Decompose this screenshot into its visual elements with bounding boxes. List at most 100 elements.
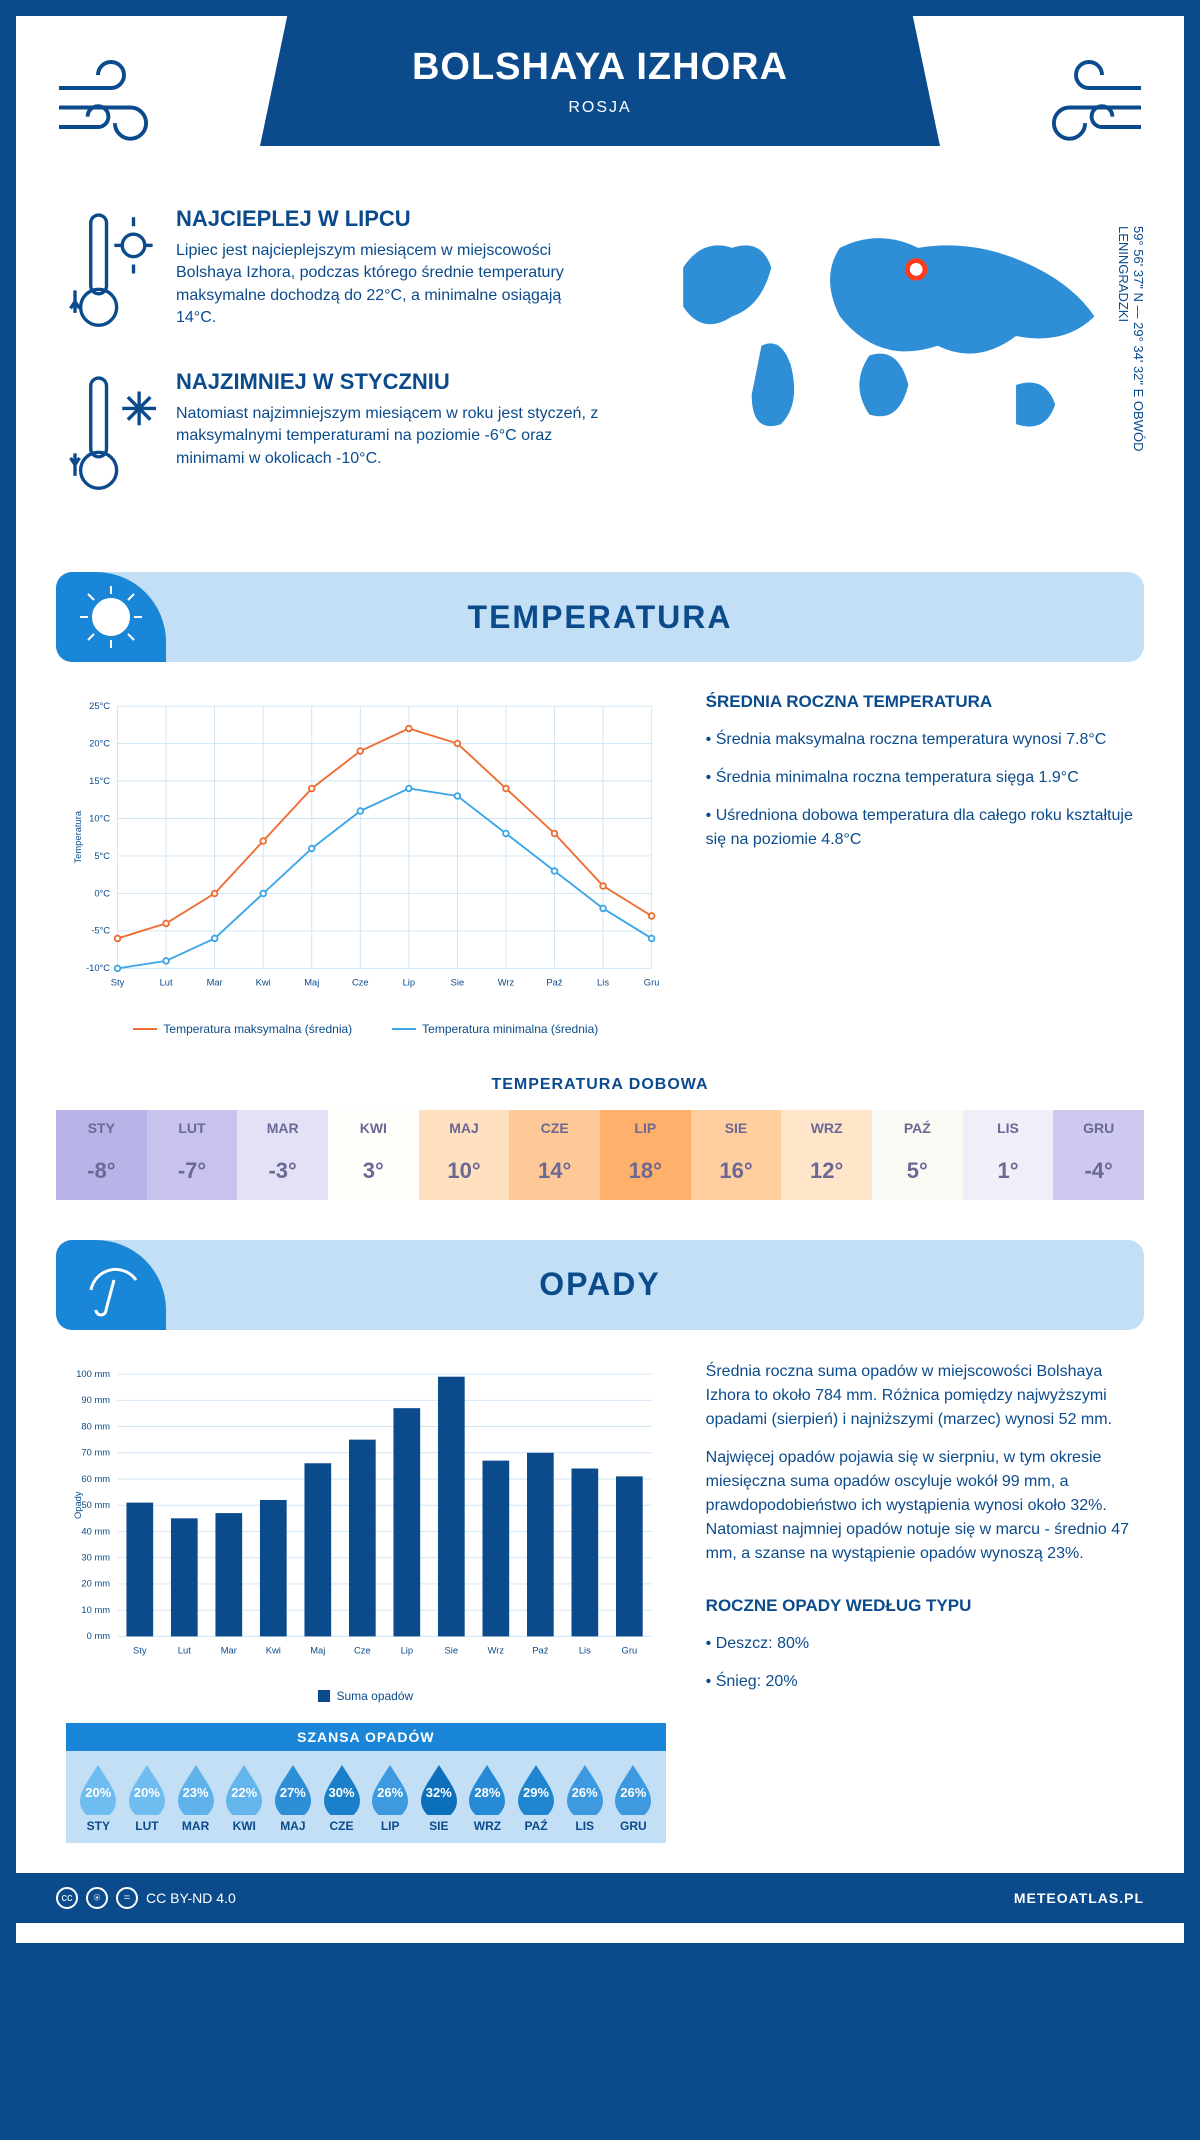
svg-text:5°C: 5°C <box>94 851 110 861</box>
warmest-block: NAJCIEPLEJ W LIPCU Lipiec jest najcieple… <box>66 206 604 341</box>
rain-chance-cell: 20% LUT <box>123 1763 172 1833</box>
rain-legend: Suma opadów <box>66 1689 666 1703</box>
rain-chance-cell: 28% WRZ <box>463 1763 512 1833</box>
svg-text:90 mm: 90 mm <box>81 1395 110 1405</box>
site-name: METEOATLAS.PL <box>1014 1890 1144 1906</box>
rain-chance-cell: 32% SIE <box>414 1763 463 1833</box>
month-cell: SIE16° <box>691 1110 782 1200</box>
rain-chance-cell: 22% KWI <box>220 1763 269 1833</box>
svg-text:Opady: Opady <box>73 1491 83 1519</box>
by-icon: ⍟ <box>86 1887 108 1909</box>
month-cell: LUT-7° <box>147 1110 238 1200</box>
temp-facts-heading: ŚREDNIA ROCZNA TEMPERATURA <box>706 692 1134 712</box>
rain-chance-cell: 30% CZE <box>317 1763 366 1833</box>
month-cell: WRZ12° <box>781 1110 872 1200</box>
svg-text:Lip: Lip <box>403 977 416 987</box>
svg-text:Paź: Paź <box>532 1645 548 1655</box>
thermometer-cold-icon <box>66 369 156 504</box>
svg-text:0°C: 0°C <box>94 888 110 898</box>
svg-text:Lip: Lip <box>401 1645 414 1655</box>
thermometer-hot-icon <box>66 206 156 341</box>
precipitation-facts: Średnia roczna suma opadów w miejscowośc… <box>706 1360 1134 1844</box>
precipitation-heading: OPADY <box>539 1266 660 1303</box>
title-banner: BOLSHAYA IZHORA ROSJA <box>260 16 940 146</box>
coldest-text: Natomiast najzimniejszym miesiącem w rok… <box>176 403 604 470</box>
warmest-text: Lipiec jest najcieplejszym miesiącem w m… <box>176 240 604 330</box>
nd-icon: = <box>116 1887 138 1909</box>
svg-text:Cze: Cze <box>352 977 369 987</box>
svg-text:Sty: Sty <box>133 1645 147 1655</box>
svg-text:10 mm: 10 mm <box>81 1605 110 1615</box>
svg-text:Lut: Lut <box>178 1645 191 1655</box>
svg-text:Maj: Maj <box>310 1645 325 1655</box>
svg-text:Kwi: Kwi <box>256 977 271 987</box>
country-subtitle: ROSJA <box>568 99 631 117</box>
month-cell: PAŹ5° <box>872 1110 963 1200</box>
svg-text:30 mm: 30 mm <box>81 1552 110 1562</box>
svg-text:Lis: Lis <box>597 977 609 987</box>
precipitation-section-band: OPADY <box>56 1240 1144 1330</box>
svg-text:10°C: 10°C <box>89 813 110 823</box>
svg-text:Sie: Sie <box>445 1645 459 1655</box>
svg-text:Gru: Gru <box>644 977 660 987</box>
temp-fact-item: Średnia maksymalna roczna temperatura wy… <box>706 728 1134 752</box>
temperature-legend: Temperatura maksymalna (średnia) Temperat… <box>66 1022 666 1036</box>
wind-decoration-left <box>46 36 176 166</box>
rain-chance-cell: 20% STY <box>74 1763 123 1833</box>
precipitation-bar-chart: 0 mm10 mm20 mm30 mm40 mm50 mm60 mm70 mm8… <box>66 1360 666 1704</box>
svg-text:-10°C: -10°C <box>86 963 110 973</box>
svg-text:Cze: Cze <box>354 1645 371 1655</box>
rain-type-item: Deszcz: 80% <box>706 1632 1134 1656</box>
rain-chance-cell: 26% LIS <box>560 1763 609 1833</box>
svg-text:100 mm: 100 mm <box>76 1368 110 1378</box>
svg-text:60 mm: 60 mm <box>81 1473 110 1483</box>
svg-text:25°C: 25°C <box>89 701 110 711</box>
rain-chance-cell: 29% PAŹ <box>512 1763 561 1833</box>
rain-chance-cell: 23% MAR <box>171 1763 220 1833</box>
temperature-heading: TEMPERATURA <box>468 599 733 636</box>
month-cell: KWI3° <box>328 1110 419 1200</box>
svg-text:20 mm: 20 mm <box>81 1578 110 1588</box>
world-map-icon <box>644 206 1134 466</box>
rain-legend-label: Suma opadów <box>336 1689 413 1703</box>
rain-chance-cell: 26% LIP <box>366 1763 415 1833</box>
header: BOLSHAYA IZHORA ROSJA <box>16 16 1184 196</box>
rain-text-1: Średnia roczna suma opadów w miejscowośc… <box>706 1360 1134 1432</box>
svg-text:Gru: Gru <box>622 1645 638 1655</box>
license-block: cc ⍟ = CC BY-ND 4.0 <box>56 1887 236 1909</box>
svg-text:Lut: Lut <box>160 977 173 987</box>
svg-text:Lis: Lis <box>579 1645 591 1655</box>
svg-text:Wrz: Wrz <box>488 1645 505 1655</box>
temp-fact-item: Średnia minimalna roczna temperatura się… <box>706 766 1134 790</box>
footer: cc ⍟ = CC BY-ND 4.0 METEOATLAS.PL <box>16 1873 1184 1923</box>
daily-temp-grid: STY-8°LUT-7°MAR-3°KWI3°MAJ10°CZE14°LIP18… <box>56 1110 1144 1200</box>
rain-chance-title: SZANSA OPADÓW <box>66 1723 666 1751</box>
svg-text:Wrz: Wrz <box>498 977 515 987</box>
svg-text:70 mm: 70 mm <box>81 1447 110 1457</box>
umbrella-corner-icon <box>56 1240 166 1330</box>
legend-item: Temperatura minimalna (średnia) <box>392 1022 598 1036</box>
coordinates-label: 59° 56' 37" N — 29° 34' 32" E OBWÓD LENI… <box>1116 226 1146 532</box>
legend-item: Temperatura maksymalna (średnia) <box>133 1022 352 1036</box>
temp-fact-item: Uśredniona dobowa temperatura dla całego… <box>706 804 1134 852</box>
svg-text:Temperatura: Temperatura <box>73 810 83 863</box>
svg-text:40 mm: 40 mm <box>81 1526 110 1536</box>
svg-text:-5°C: -5°C <box>91 926 110 936</box>
month-cell: CZE14° <box>509 1110 600 1200</box>
rain-chance-cell: 26% GRU <box>609 1763 658 1833</box>
temperature-facts: ŚREDNIA ROCZNA TEMPERATURA Średnia maksy… <box>706 692 1134 1036</box>
rain-type-heading: ROCZNE OPADY WEDŁUG TYPU <box>706 1596 1134 1616</box>
svg-text:15°C: 15°C <box>89 776 110 786</box>
intro-section: NAJCIEPLEJ W LIPCU Lipiec jest najcieple… <box>16 196 1184 562</box>
month-cell: MAJ10° <box>419 1110 510 1200</box>
city-title: BOLSHAYA IZHORA <box>412 46 788 89</box>
coldest-block: NAJZIMNIEJ W STYCZNIU Natomiast najzimni… <box>66 369 604 504</box>
wind-decoration-right <box>1024 36 1154 166</box>
svg-text:Sty: Sty <box>111 977 125 987</box>
coldest-title: NAJZIMNIEJ W STYCZNIU <box>176 369 604 395</box>
temperature-line-chart: -10°C-5°C0°C5°C10°C15°C20°C25°CStyLutMar… <box>66 692 666 1036</box>
svg-text:0 mm: 0 mm <box>87 1631 111 1641</box>
sun-corner-icon <box>56 572 166 662</box>
rain-text-2: Najwięcej opadów pojawia się w sierpniu,… <box>706 1446 1134 1566</box>
rain-type-item: Śnieg: 20% <box>706 1670 1134 1694</box>
